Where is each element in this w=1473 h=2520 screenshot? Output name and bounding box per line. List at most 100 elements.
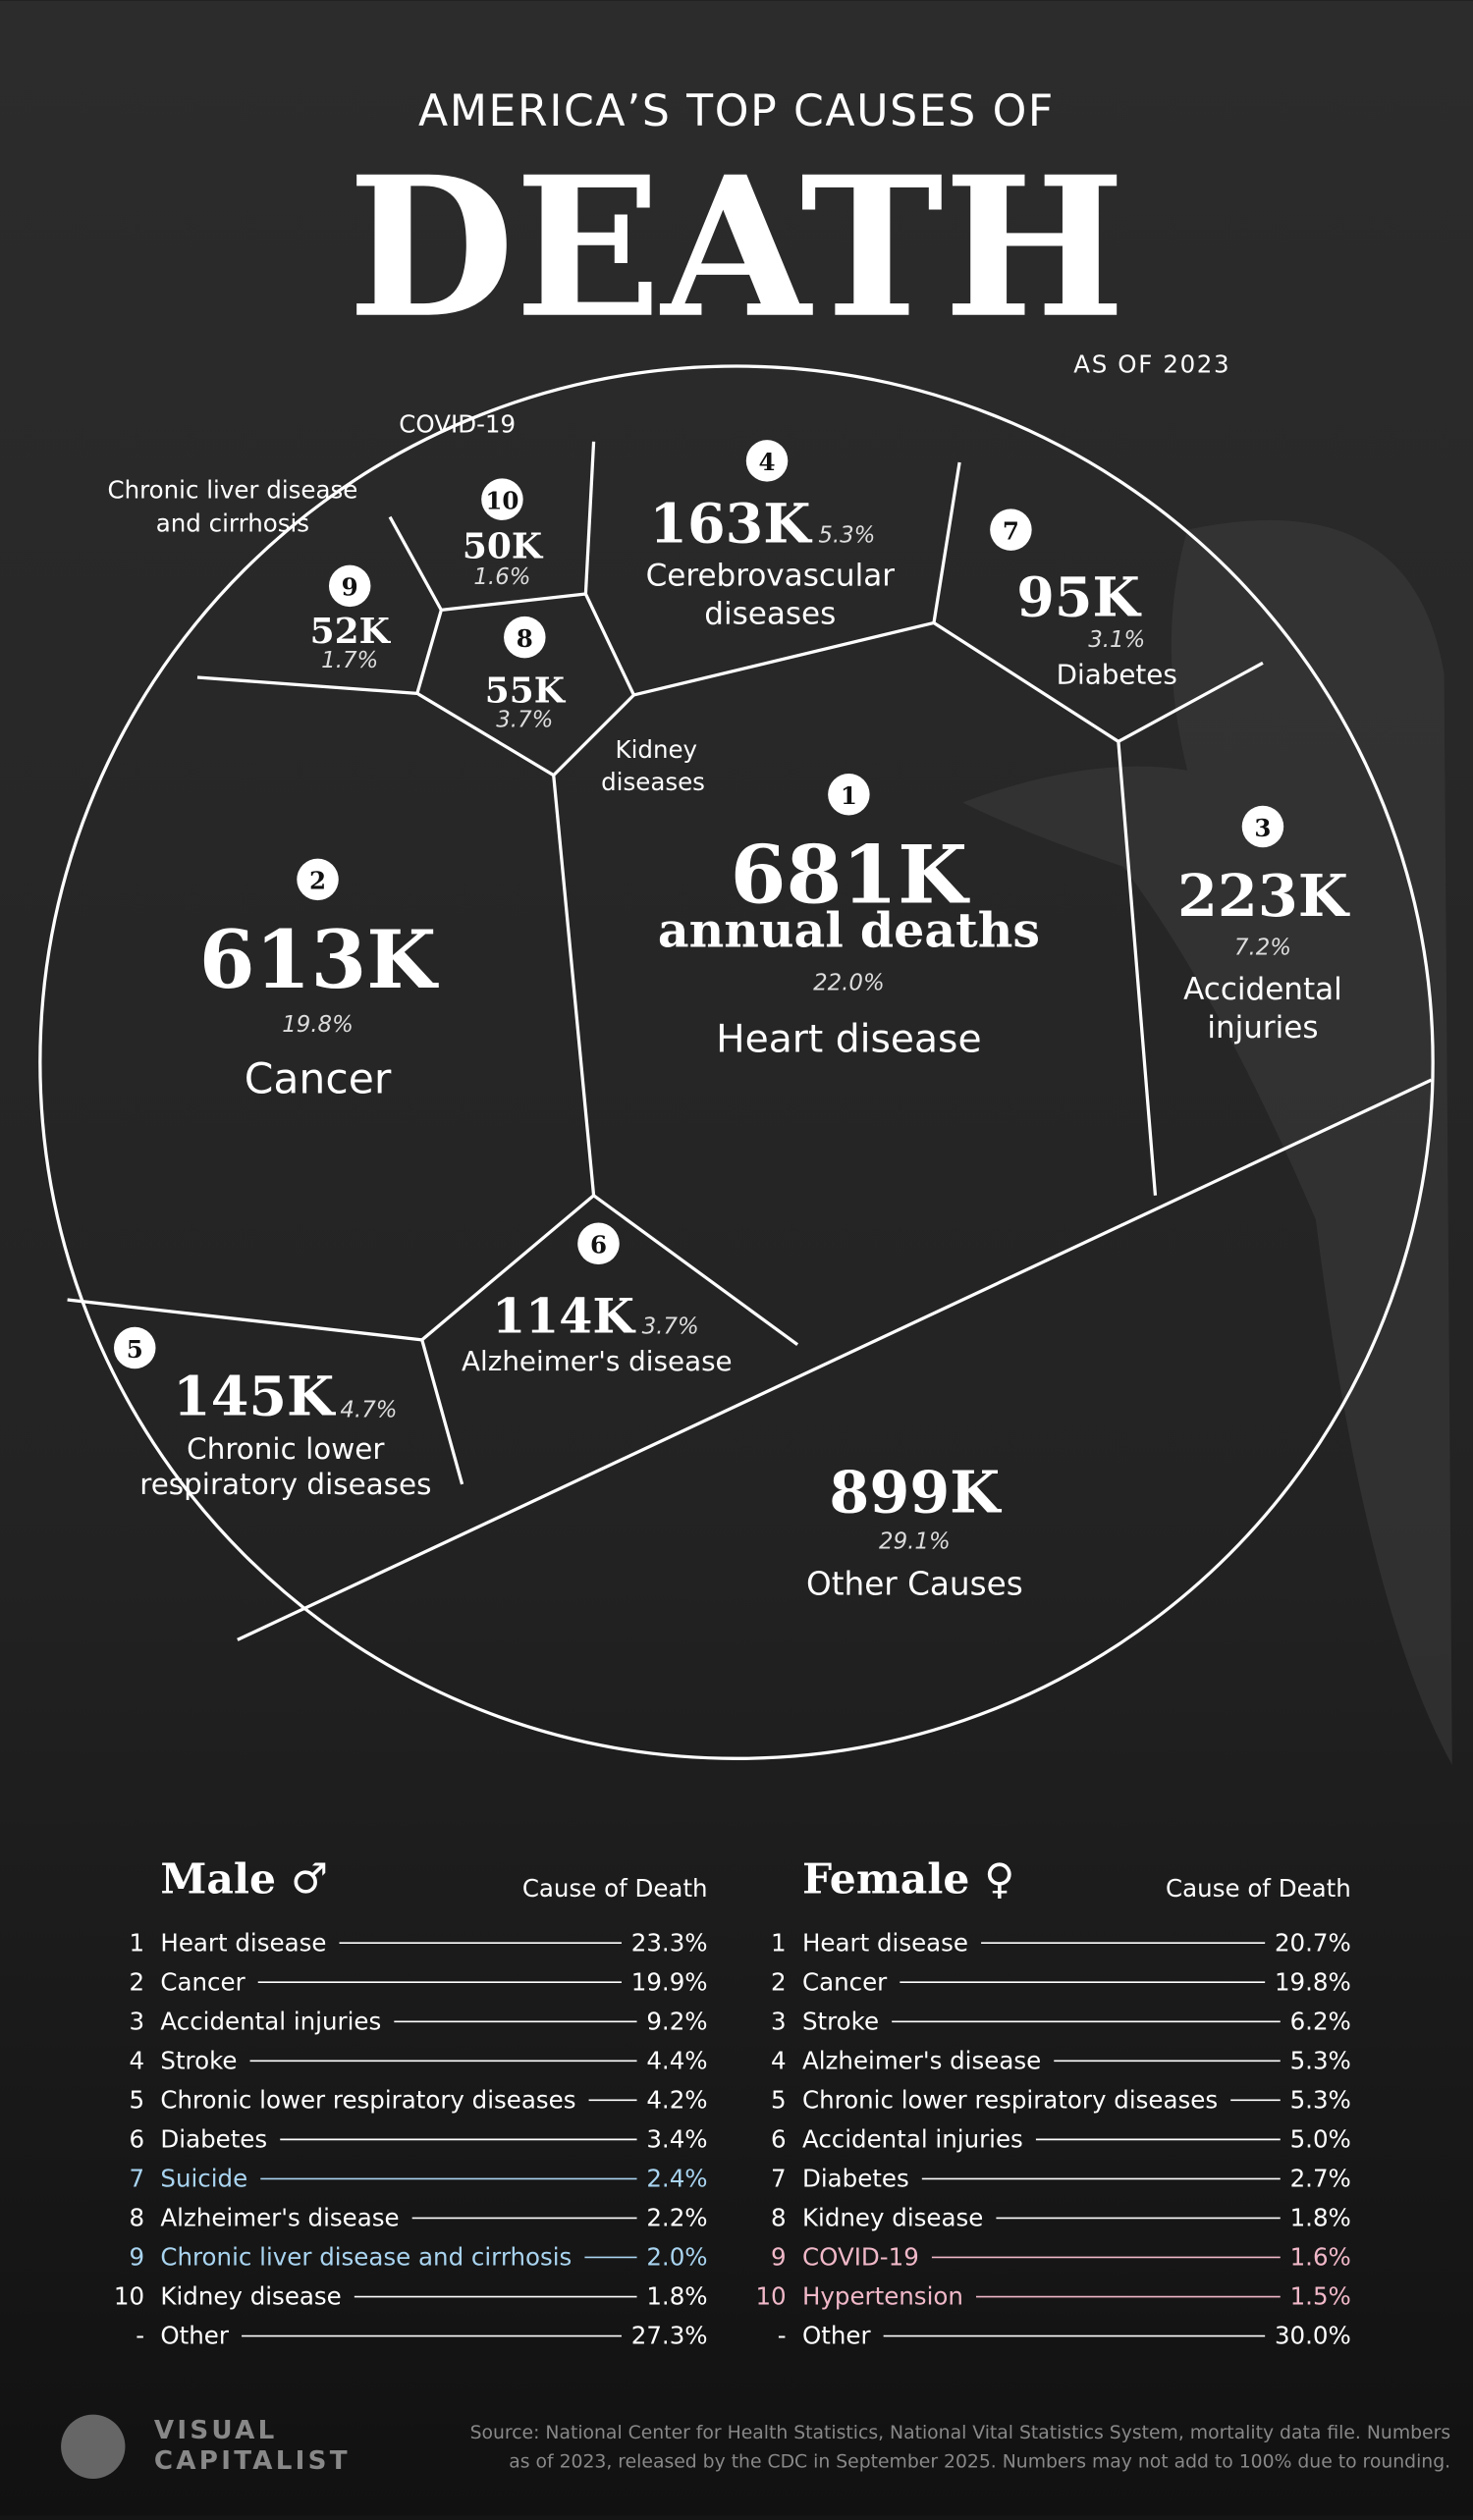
row-cause: Stroke	[160, 2046, 237, 2074]
cause-label: and cirrhosis	[156, 509, 309, 538]
row-rank: 7	[129, 2165, 144, 2193]
rank: 5	[127, 1335, 143, 1364]
row-cause: Alzheimer's disease	[160, 2204, 399, 2232]
row-share: 4.2%	[646, 2086, 707, 2115]
row-cause: Cancer	[802, 1967, 888, 1996]
brand-line: CAPITALIST	[154, 2446, 351, 2476]
row-rank: 8	[771, 2204, 787, 2232]
rank-badge	[990, 509, 1032, 551]
brand: VISUAL CAPITALIST	[61, 2414, 351, 2479]
share: 1.6%	[473, 564, 530, 590]
row-rank: 2	[771, 1967, 787, 1996]
row-share: 6.2%	[1290, 2007, 1351, 2035]
rank: 3	[1254, 814, 1271, 842]
row-share: 5.0%	[1290, 2125, 1351, 2154]
deaths: 613K	[199, 913, 440, 1007]
row-cause: Heart disease	[160, 1928, 326, 1957]
row-share: 9.2%	[646, 2007, 707, 2035]
cause-label: Chronic lower	[187, 1432, 385, 1466]
row-cause: Suicide	[160, 2165, 247, 2193]
row-share: 5.3%	[1290, 2046, 1351, 2074]
column-header: Cause of Death	[522, 1874, 708, 1903]
deaths: 50K	[463, 526, 544, 567]
row-rank: 9	[129, 2243, 144, 2272]
rank: 6	[590, 1231, 607, 1260]
deaths-unit: annual deaths	[658, 902, 1040, 959]
row-rank: -	[778, 2322, 787, 2350]
row-rank: 3	[771, 2007, 787, 2035]
share: 29.1%	[879, 1528, 951, 1554]
row-cause: Chronic liver disease and cirrhosis	[160, 2243, 572, 2272]
row-rank: -	[136, 2322, 144, 2350]
row-cause: COVID-19	[802, 2243, 919, 2272]
cause-label: Cancer	[245, 1055, 392, 1103]
share: 3.1%	[1088, 627, 1145, 653]
brand-logo	[61, 2414, 126, 2479]
row-rank: 4	[129, 2046, 144, 2074]
row-share: 1.8%	[1290, 2204, 1351, 2232]
brand-line: VISUAL	[154, 2416, 278, 2445]
row-rank: 10	[114, 2282, 144, 2311]
row-cause: Hypertension	[802, 2282, 963, 2311]
share: 3.7%	[642, 1314, 699, 1339]
tables: Male ♂ Cause of Death 1 Heart disease 23.3% 2…	[114, 1855, 1351, 2350]
share: 22.0%	[813, 971, 885, 996]
row-rank: 1	[771, 1928, 787, 1957]
rank-badge	[114, 1326, 156, 1369]
deaths: 899K	[829, 1459, 1002, 1527]
row-share: 19.9%	[631, 1967, 708, 1996]
row-share: 2.2%	[646, 2204, 707, 2232]
rank: 7	[1003, 516, 1019, 545]
row-share: 30.0%	[1275, 2322, 1351, 2350]
deaths: 681K	[731, 829, 971, 923]
share: 4.7%	[340, 1397, 397, 1422]
row-rank: 8	[129, 2204, 144, 2232]
share: 7.2%	[1234, 936, 1291, 961]
row-cause: Accidental injuries	[160, 2007, 381, 2035]
source: as of 2023, released by the CDC in Septe…	[509, 2452, 1450, 2473]
deaths: 145K	[173, 1365, 336, 1428]
row-rank: 6	[771, 2125, 787, 2154]
row-cause: Diabetes	[160, 2125, 267, 2154]
row-cause: Accidental injuries	[802, 2125, 1023, 2154]
rank-badge	[1241, 805, 1284, 848]
row-cause: Chronic lower respiratory diseases	[802, 2086, 1218, 2115]
cause-label: Heart disease	[716, 1017, 981, 1061]
kicker: AMERICA’S TOP CAUSES OF	[418, 86, 1055, 136]
deaths: 163K	[649, 493, 812, 557]
row-rank: 1	[129, 1928, 144, 1957]
row-rank: 5	[771, 2086, 787, 2115]
row-share: 2.0%	[646, 2243, 707, 2272]
row-rank: 2	[129, 1967, 144, 1996]
row-share: 20.7%	[1275, 1928, 1351, 1957]
rank-badge	[745, 440, 789, 482]
cause-label: Diabetes	[1057, 658, 1177, 690]
rank-badge	[481, 478, 523, 520]
cause-label: Cerebrovascular	[646, 558, 896, 593]
table-title: Male ♂	[160, 1855, 328, 1904]
deaths: 52K	[310, 611, 392, 652]
row-share: 5.3%	[1290, 2086, 1351, 2115]
row-cause: Stroke	[802, 2007, 879, 2035]
row-share: 3.4%	[646, 2125, 707, 2154]
row-share: 2.4%	[646, 2165, 707, 2193]
row-cause: Alzheimer's disease	[802, 2046, 1041, 2074]
deaths: 55K	[485, 670, 567, 712]
cause-label: Accidental	[1183, 972, 1342, 1007]
cause-label: Alzheimer's disease	[462, 1345, 733, 1377]
rank: 10	[485, 486, 518, 514]
cause-label: Other Causes	[806, 1566, 1023, 1603]
table-title: Female ♀	[802, 1855, 1014, 1904]
row-share: 27.3%	[631, 2322, 708, 2350]
row-share: 1.8%	[646, 2282, 707, 2311]
share: 3.7%	[496, 708, 553, 733]
row-rank: 5	[129, 2086, 144, 2115]
row-share: 1.6%	[1290, 2243, 1351, 2272]
cause-label: diseases	[601, 768, 705, 796]
rank-badge	[297, 858, 339, 901]
row-rank: 6	[129, 2125, 144, 2154]
column-header: Cause of Death	[1166, 1874, 1351, 1903]
row-rank: 10	[755, 2282, 786, 2311]
